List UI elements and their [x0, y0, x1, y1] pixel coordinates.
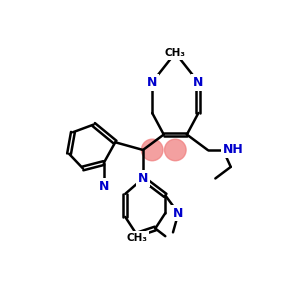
Text: N: N [98, 180, 109, 193]
Circle shape [164, 139, 186, 161]
Text: N: N [193, 76, 204, 89]
Text: NH: NH [223, 143, 244, 157]
Text: N: N [147, 76, 158, 89]
Text: N: N [138, 172, 148, 185]
Text: CH₃: CH₃ [165, 48, 186, 58]
Circle shape [141, 139, 163, 161]
Text: CH₃: CH₃ [126, 233, 147, 243]
Text: N: N [173, 207, 184, 220]
